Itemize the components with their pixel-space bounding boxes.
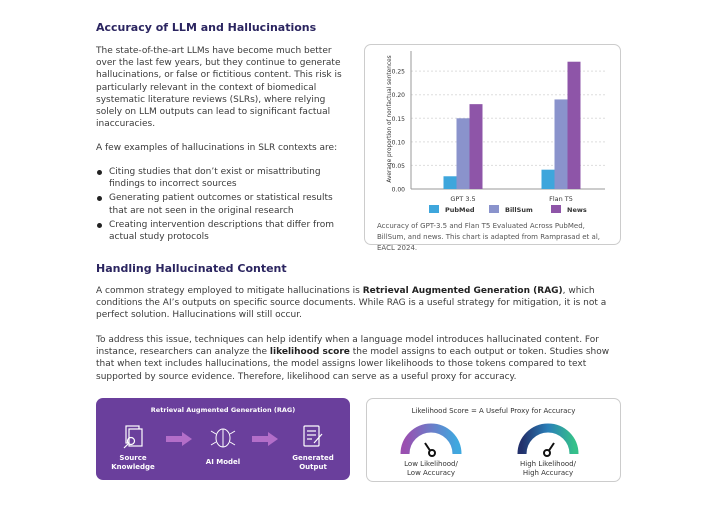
high-gauge-arc (517, 423, 579, 455)
step-ai-model: AI Model (205, 458, 241, 466)
hallucination-examples-list: Citing studies that don’t exist or misat… (96, 166, 346, 245)
step-source-knowledge: Source Knowledge (111, 454, 155, 471)
arrow-icon (166, 432, 192, 446)
gauges (400, 423, 579, 457)
low-gauge-needle-icon (424, 442, 436, 457)
step-generated-output: Generated Output (292, 454, 334, 471)
list-intro: A few examples of hallucinations in SLR … (96, 143, 338, 153)
bar-news (567, 61, 581, 189)
y-tick-label: 0.25 (392, 69, 406, 76)
legend-swatch (489, 205, 499, 213)
legend-swatch (429, 205, 439, 213)
text: the model assigns to each output or toke… (96, 347, 610, 382)
high-gauge-needle-icon (543, 442, 555, 457)
rag-term: Retrieval Augmented Generation (RAG) (362, 286, 563, 296)
intro-paragraph: The state-of-the-art LLMs have become mu… (96, 46, 342, 130)
x-tick-label: GPT 3.5 (450, 195, 475, 203)
bar-pubmed (443, 176, 457, 189)
legend-label: News (567, 206, 587, 214)
section-title-handling: Handling Hallucinated Content (96, 262, 287, 275)
likelihood-paragraph: To address this issue, techniques can he… (96, 334, 622, 383)
bar-billsum (456, 118, 470, 189)
list-item: Citing studies that don’t exist or misat… (96, 166, 346, 190)
bar-billsum (554, 99, 568, 189)
list-item: Generating patient outcomes or statistic… (96, 192, 346, 216)
low-gauge-label: Low Likelihood/ Low Accuracy (404, 460, 458, 477)
low-gauge-arc (400, 423, 462, 455)
bar-news (469, 104, 483, 189)
brain-circuit-icon (210, 428, 236, 448)
rag-diagram: Retrieval Augmented Generation (RAG) Sou… (96, 398, 350, 480)
y-axis-label: Average proportion of nonfactual sentenc… (387, 55, 393, 182)
document-edit-icon (303, 425, 323, 447)
rag-title: Retrieval Augmented Generation (RAG) (150, 406, 296, 414)
chart-card: 0.00 0.05 0.10 0.15 0.20 0.25 Average proporti… (364, 44, 621, 252)
legend-label: PubMed (445, 206, 475, 214)
document-search-icon (123, 425, 143, 449)
text: To address this issue, techniques can he… (96, 335, 599, 358)
list-item: Creating intervention descriptions that … (96, 219, 346, 243)
rag-icons (123, 425, 323, 449)
high-gauge-label: High Likelihood/ High Accuracy (520, 460, 576, 477)
y-tick-label: 0.05 (392, 163, 406, 170)
y-tick-label: 0.10 (392, 139, 406, 146)
text: A common strategy employed to mitigate h… (96, 286, 363, 296)
likelihood-card: Likelihood Score = A Useful Proxy for Ac… (366, 398, 621, 482)
y-tick-label: 0.15 (392, 116, 406, 123)
y-tick-label: 0.00 (392, 187, 406, 194)
likelihood-term: likelihood score (269, 347, 350, 358)
text: , which conditions the AI’s outputs on s… (96, 286, 607, 321)
rag-paragraph: A common strategy employed to mitigate h… (96, 285, 622, 322)
arrow-icon (252, 432, 278, 446)
x-tick-label: Flan T5 (549, 195, 573, 203)
y-tick-label: 0.20 (392, 92, 406, 99)
chart-caption: Accuracy of GPT-3.5 and Flan T5 Evaluate… (377, 222, 600, 252)
section-title-accuracy: Accuracy of LLM and Hallucinations (96, 21, 317, 34)
legend-label: BillSum (505, 206, 533, 214)
legend-swatch (551, 205, 561, 213)
bar-pubmed (541, 169, 555, 189)
likelihood-title: Likelihood Score = A Useful Proxy for Ac… (411, 407, 576, 415)
